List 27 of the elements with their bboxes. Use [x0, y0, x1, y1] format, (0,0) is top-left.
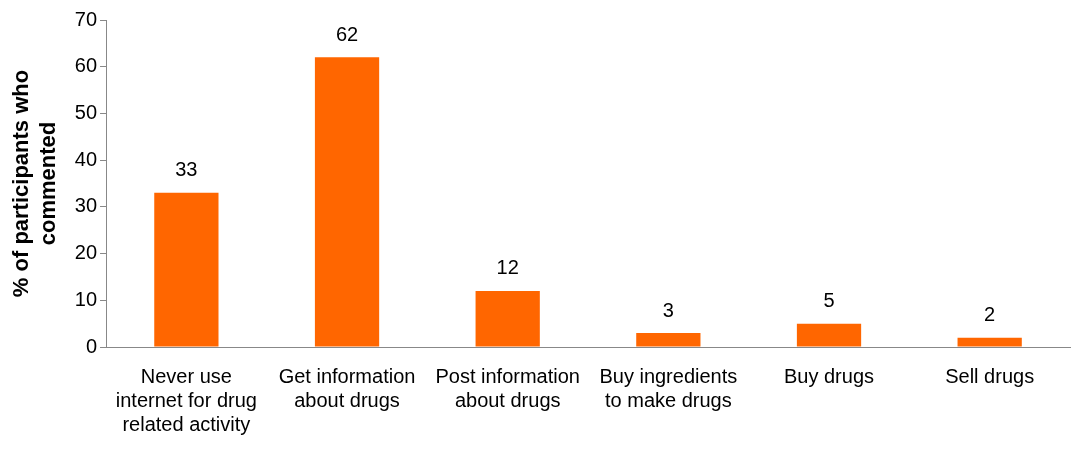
x-tick-label: Get information about drugs [278, 364, 416, 411]
bar [957, 337, 1022, 347]
bar [154, 192, 219, 347]
y-tick-label: 20 [74, 241, 98, 264]
y-tick-label: 30 [74, 194, 98, 217]
bar [636, 332, 701, 347]
bar [796, 323, 862, 347]
data-label: 3 [662, 298, 674, 321]
x-tick-label: Buy drugs [783, 364, 875, 387]
data-label: 12 [496, 256, 519, 279]
y-tick-label: 70 [74, 7, 98, 30]
bar [475, 290, 540, 347]
y-tick-label: 50 [74, 100, 98, 123]
y-tick-label: 40 [74, 147, 98, 170]
y-tick-label: 0 [85, 334, 98, 357]
y-tick-label: 10 [74, 287, 98, 310]
data-label: 33 [175, 158, 198, 181]
data-label: 5 [823, 289, 835, 312]
data-label: 2 [984, 303, 996, 326]
x-tick-label: Buy ingredients to make drugs [599, 364, 738, 411]
bar [314, 57, 380, 347]
x-tick-label: Post information about drugs [435, 364, 580, 411]
y-tick-label: 60 [74, 54, 98, 77]
data-label: 62 [335, 22, 359, 45]
x-tick-label: Sell drugs [945, 364, 1035, 387]
y-axis-title: % of participants who commented [8, 69, 60, 298]
x-tick-label: Never use internet for drug related activity [115, 364, 257, 435]
